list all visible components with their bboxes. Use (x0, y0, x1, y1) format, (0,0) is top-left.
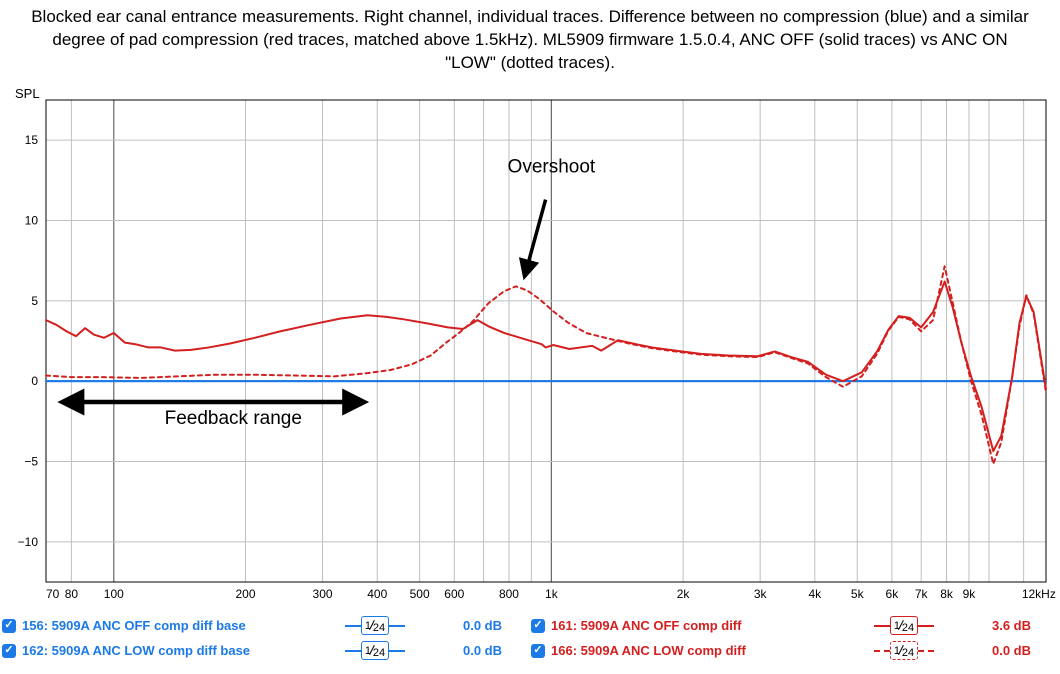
legend-item-166: 166: 5909A ANC LOW comp diff 1/24 0.0 dB (531, 641, 1052, 660)
svg-text:2k: 2k (677, 587, 691, 601)
svg-text:15: 15 (25, 133, 39, 147)
svg-text:100: 100 (104, 587, 124, 601)
svg-text:0: 0 (31, 374, 38, 388)
svg-text:7k: 7k (915, 587, 929, 601)
legend-label: 161: 5909A ANC OFF comp diff (551, 618, 741, 633)
legend: 156: 5909A ANC OFF comp diff base 1/24 0.0… (2, 616, 1052, 660)
legend-item-162: 162: 5909A ANC LOW comp diff base 1/24 0.0… (2, 641, 523, 660)
svg-text:200: 200 (235, 587, 255, 601)
checkbox-icon[interactable] (2, 644, 16, 658)
svg-text:12kHz: 12kHz (1022, 587, 1056, 601)
legend-item-161: 161: 5909A ANC OFF comp diff 1/24 3.6 dB (531, 616, 1052, 635)
svg-text:1k: 1k (545, 587, 559, 601)
legend-label: 162: 5909A ANC LOW comp diff base (22, 643, 250, 658)
svg-text:500: 500 (410, 587, 430, 601)
svg-text:9k: 9k (963, 587, 977, 601)
checkbox-icon[interactable] (2, 619, 16, 633)
legend-label: 166: 5909A ANC LOW comp diff (551, 643, 746, 658)
svg-text:10: 10 (25, 214, 39, 228)
legend-value: 0.0 dB (463, 643, 523, 658)
checkbox-icon[interactable] (531, 619, 545, 633)
svg-text:−5: −5 (24, 455, 38, 469)
svg-text:70: 70 (46, 587, 60, 601)
svg-text:4k: 4k (808, 587, 822, 601)
smoothing-tag[interactable]: 1/24 (339, 641, 411, 660)
svg-text:Feedback range: Feedback range (165, 408, 302, 429)
svg-text:300: 300 (313, 587, 333, 601)
svg-text:5k: 5k (851, 587, 865, 601)
svg-text:600: 600 (444, 587, 464, 601)
legend-item-156: 156: 5909A ANC OFF comp diff base 1/24 0.0… (2, 616, 523, 635)
smoothing-tag[interactable]: 1/24 (868, 641, 940, 660)
svg-text:Overshoot: Overshoot (508, 156, 596, 177)
legend-label: 156: 5909A ANC OFF comp diff base (22, 618, 246, 633)
legend-value: 3.6 dB (992, 618, 1052, 633)
smoothing-tag[interactable]: 1/24 (339, 616, 411, 635)
checkbox-icon[interactable] (531, 644, 545, 658)
svg-text:8k: 8k (940, 587, 954, 601)
legend-value: 0.0 dB (463, 618, 523, 633)
chart-container: Blocked ear canal entrance measurements.… (0, 0, 1060, 674)
legend-value: 0.0 dB (992, 643, 1052, 658)
svg-text:3k: 3k (754, 587, 768, 601)
svg-text:80: 80 (65, 587, 79, 601)
svg-text:−10: −10 (18, 535, 39, 549)
svg-text:400: 400 (367, 587, 387, 601)
smoothing-tag[interactable]: 1/24 (868, 616, 940, 635)
chart-svg: −10 −5 0 5 10 15 70 80 100 200 300 400 500 600 800 1k 2k… (0, 0, 1060, 614)
svg-text:6k: 6k (886, 587, 900, 601)
svg-text:5: 5 (31, 294, 38, 308)
svg-text:800: 800 (499, 587, 519, 601)
